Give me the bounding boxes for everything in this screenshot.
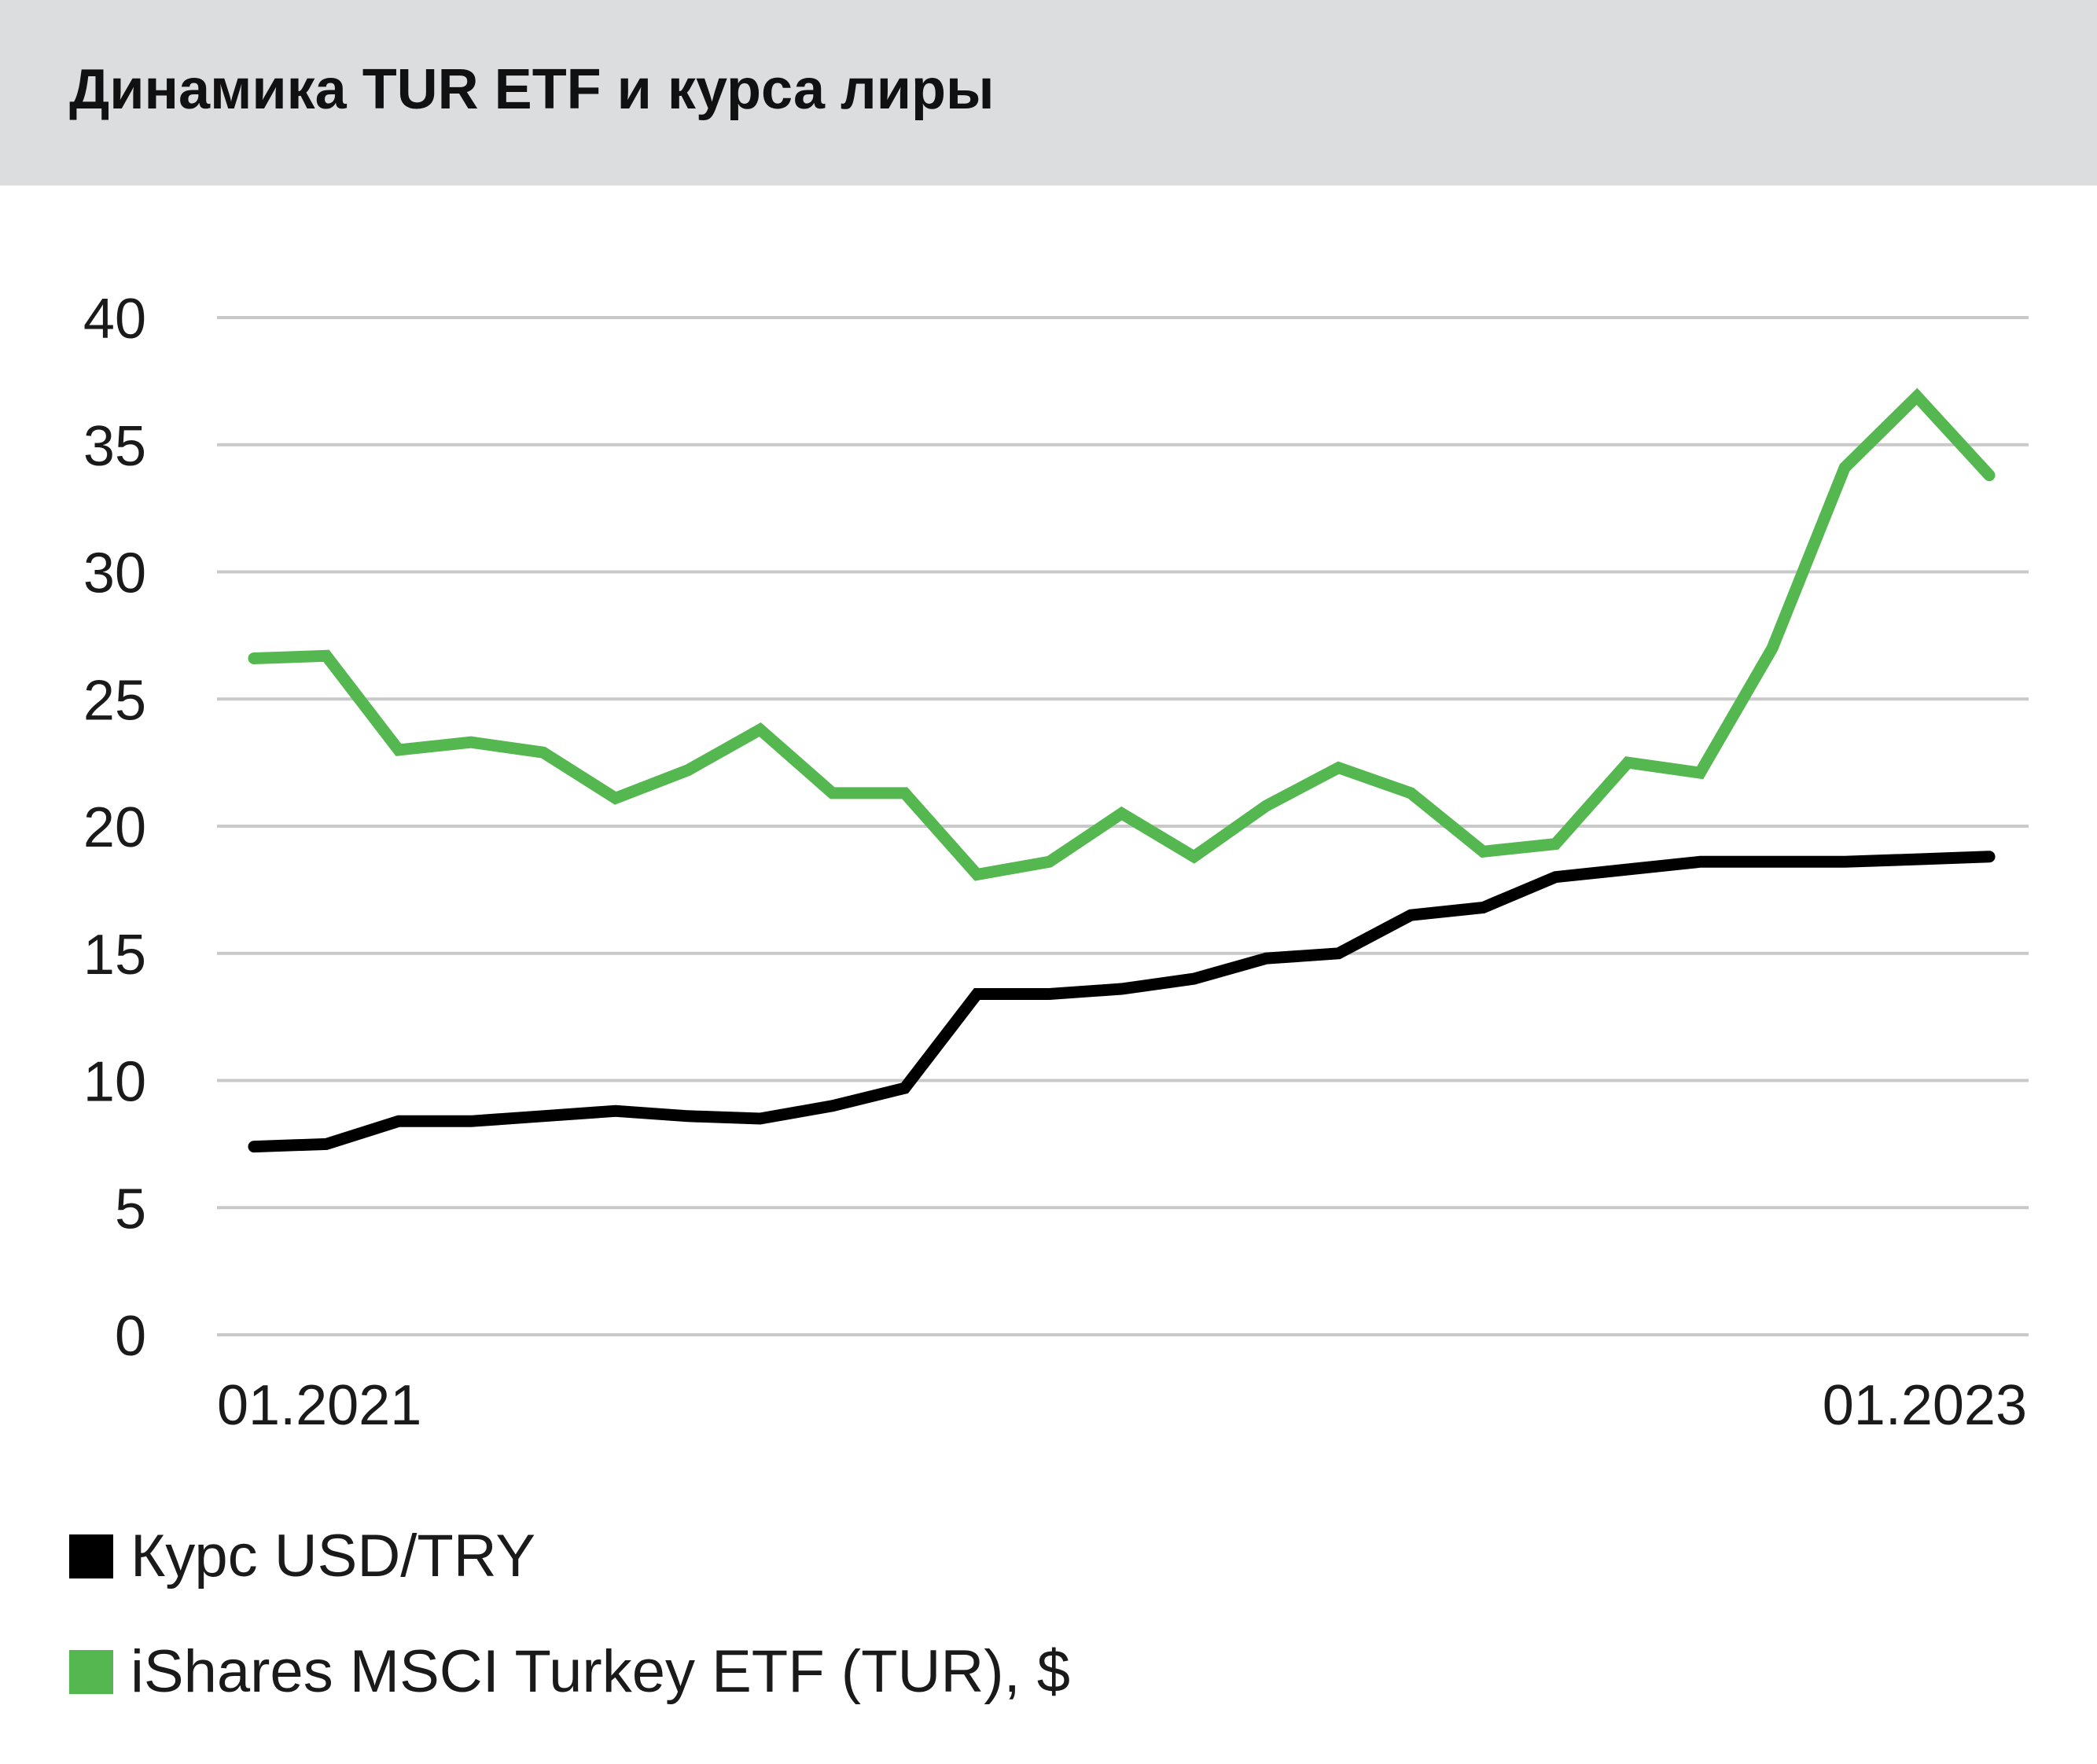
legend-swatch-tur-etf [69,1650,113,1694]
y-tick-label: 40 [83,288,146,351]
series-line-tur-etf [248,388,1996,881]
y-tick-label: 30 [83,542,146,605]
legend-label-tur-etf: iShares MSCI Turkey ETF (TUR), $ [131,1638,1071,1705]
legend-label-usd-try: Курс USD/TRY [131,1523,536,1589]
y-tick-label: 20 [83,796,146,859]
y-tick-label: 15 [83,924,146,987]
y-tick-label: 25 [83,669,146,732]
legend-item-tur-etf: iShares MSCI Turkey ETF (TUR), $ [69,1637,1070,1707]
line-chart: 0 5 10 15 20 25 30 35 40 01.2021 01.2023 [83,288,2029,1437]
y-tick-label: 0 [115,1305,146,1368]
y-tick-label: 5 [115,1178,146,1240]
title-bar: Динамика TUR ETF и курса лиры [0,0,2097,186]
chart-title: Динамика TUR ETF и курса лиры [69,58,995,121]
x-tick-label: 01.2021 [217,1374,421,1437]
legend-swatch-usd-try [69,1534,113,1578]
y-tick-label: 10 [83,1051,146,1114]
series-line-usd-try [248,851,1996,1153]
y-tick-label: 35 [83,415,146,478]
x-tick-label: 01.2023 [1823,1374,2027,1437]
legend-item-usd-try: Курс USD/TRY [69,1521,535,1592]
